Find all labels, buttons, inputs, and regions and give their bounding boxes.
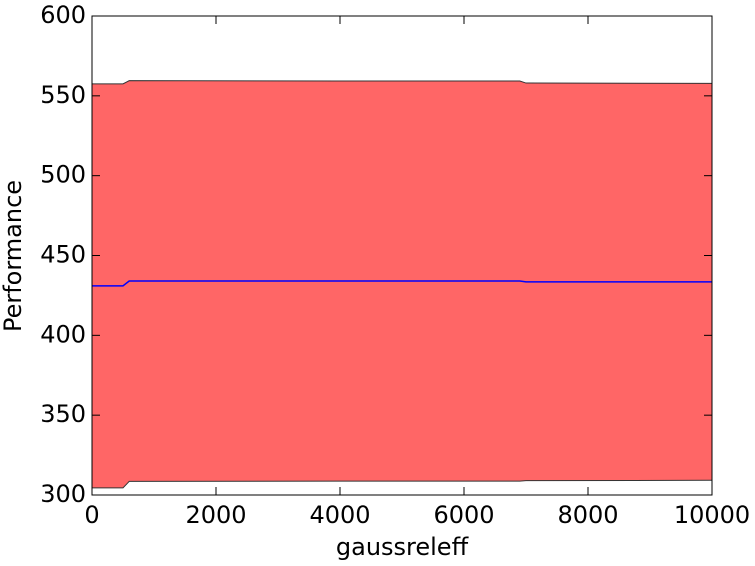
- x-axis-label: gaussreleff: [336, 533, 469, 561]
- y-tick-label: 400: [40, 320, 86, 348]
- y-tick-label: 500: [40, 161, 86, 189]
- y-axis-label: Performance: [0, 180, 27, 332]
- band-upper-edge: [92, 80, 713, 85]
- y-tick-label: 450: [40, 241, 86, 269]
- band-area: [92, 80, 712, 488]
- y-tick-label: 550: [40, 81, 86, 109]
- x-tick-label: 10000: [674, 501, 750, 529]
- x-tick-label: 0: [84, 501, 99, 529]
- y-tick-label: 600: [40, 1, 86, 29]
- x-tick-label: 4000: [309, 501, 370, 529]
- band-lower-edge: [92, 479, 713, 489]
- y-tick-label: 300: [40, 480, 86, 508]
- mean-line: [92, 280, 712, 287]
- x-tick-label: 2000: [185, 501, 246, 529]
- x-tick-label: 6000: [433, 501, 494, 529]
- y-tick-label: 350: [40, 400, 86, 428]
- x-tick-label: 8000: [557, 501, 618, 529]
